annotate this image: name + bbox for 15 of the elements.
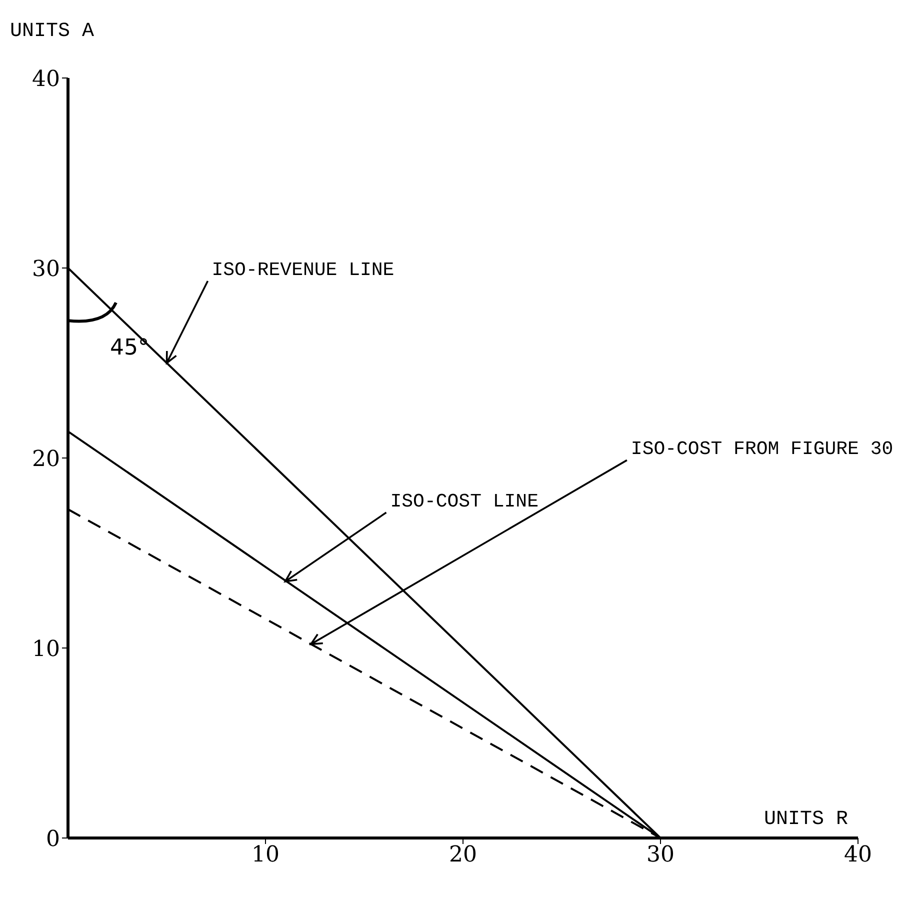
annotation: 45° xyxy=(110,336,149,361)
y-tick-label: 0 xyxy=(46,826,60,852)
y-tick-label: 10 xyxy=(32,636,60,662)
x-axis-title: UNITS R xyxy=(764,808,848,831)
x-tick-label: 10 xyxy=(252,842,280,868)
x-tick-label: 20 xyxy=(449,842,477,868)
annotation: ISO-COST FROM FIGURE 30 xyxy=(630,438,894,460)
annotation: ISO-COST LINE xyxy=(390,490,538,512)
y-axis-title: UNITS A xyxy=(10,20,94,43)
y-tick-label: 30 xyxy=(32,256,60,282)
x-tick-label: 30 xyxy=(646,842,674,868)
x-tick-label: 40 xyxy=(844,842,872,868)
y-tick-label: 40 xyxy=(32,66,60,92)
y-tick-label: 20 xyxy=(32,446,60,472)
annotation: ISO-REVENUE LINE xyxy=(212,259,394,281)
